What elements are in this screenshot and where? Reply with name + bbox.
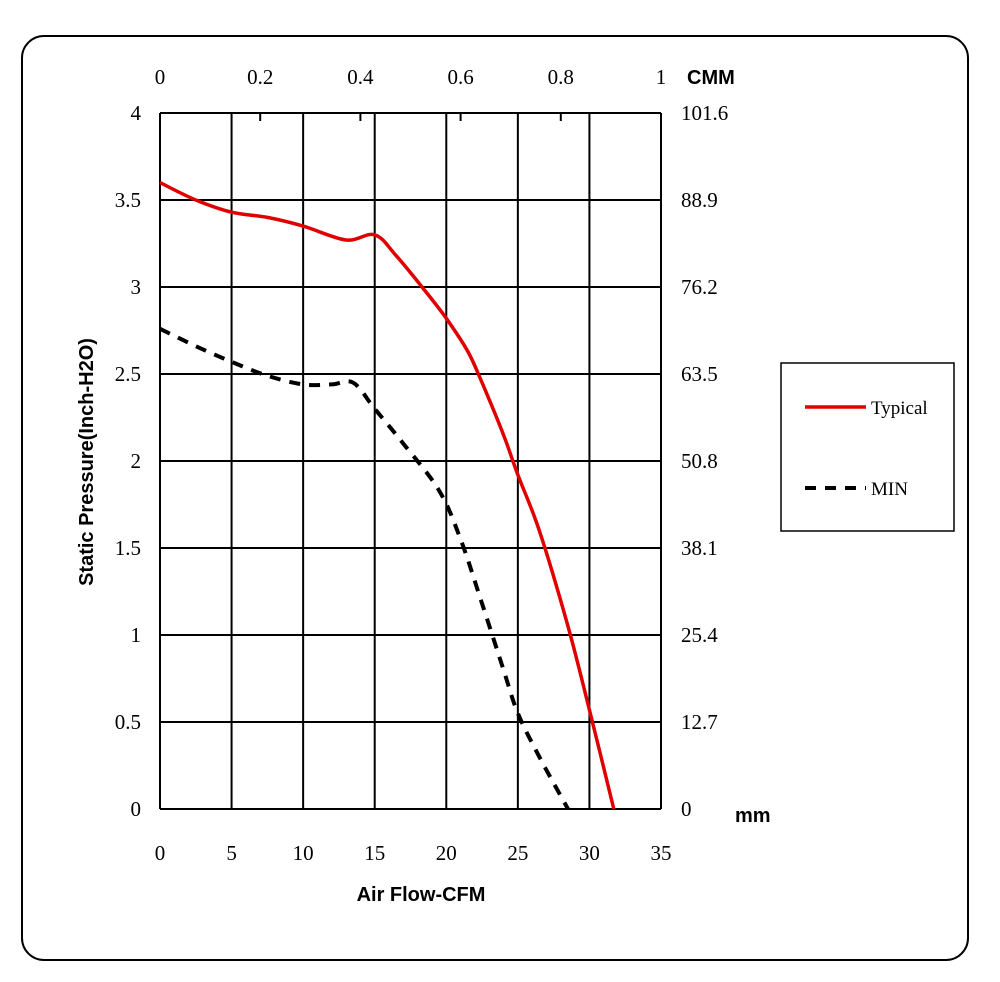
- secondary-y-axis-ticks: 0 12.7 25.4 38.1 50.8 63.5 76.2 88.9 101.6: [681, 101, 728, 821]
- secondary-y-tick-label: 0: [681, 797, 692, 821]
- y-tick-label: 4: [131, 101, 142, 125]
- y-tick-label: 2: [131, 449, 142, 473]
- x-tick-label: 35: [651, 841, 672, 865]
- y-axis-ticks: 0 0.5 1 1.5 2 2.5 3 3.5 4: [115, 101, 142, 821]
- legend-label-min: MIN: [871, 479, 908, 500]
- grid: [159, 112, 662, 810]
- y-tick-label: 1: [131, 623, 142, 647]
- secondary-y-axis-label: mm: [735, 805, 771, 827]
- series-lines: [159, 181, 616, 810]
- y-tick-label: 0: [131, 797, 142, 821]
- x-tick-label: 0: [155, 841, 166, 865]
- secondary-y-tick-label: 38.1: [681, 536, 718, 560]
- x-tick-label: 25: [507, 841, 528, 865]
- secondary-y-tick-label: 101.6: [681, 101, 728, 125]
- x-tick-label: 15: [364, 841, 385, 865]
- secondary-y-tick-label: 63.5: [681, 362, 718, 386]
- series-line-min: [159, 326, 570, 810]
- secondary-x-axis-label: CMM: [687, 67, 735, 89]
- y-tick-label: 1.5: [115, 536, 141, 560]
- legend-box: [780, 362, 955, 532]
- x-axis-label: Air Flow-CFM: [357, 884, 486, 906]
- secondary-x-tick-label: 0.2: [247, 65, 273, 89]
- y-tick-label: 3.5: [115, 188, 141, 212]
- secondary-y-tick-label: 76.2: [681, 275, 718, 299]
- secondary-x-tick-label: 0.6: [447, 65, 473, 89]
- secondary-x-tick-label: 0.8: [548, 65, 574, 89]
- secondary-x-tick-label: 0.4: [347, 65, 374, 89]
- secondary-y-tick-label: 25.4: [681, 623, 718, 647]
- secondary-y-tick-label: 12.7: [681, 710, 718, 734]
- x-tick-label: 5: [226, 841, 237, 865]
- x-tick-label: 30: [579, 841, 600, 865]
- legend-label-typical: Typical: [871, 398, 928, 419]
- y-tick-label: 3: [131, 275, 142, 299]
- y-axis-label: Static Pressure(Inch-H2O): [76, 338, 98, 586]
- y-tick-label: 2.5: [115, 362, 141, 386]
- legend: Typical MIN: [780, 362, 955, 532]
- y-tick-label: 0.5: [115, 710, 141, 734]
- x-tick-label: 10: [293, 841, 314, 865]
- secondary-x-tick-label: 1: [656, 65, 667, 89]
- secondary-x-tick-label: 0: [155, 65, 166, 89]
- secondary-x-axis-ticks: 0 0.2 0.4 0.6 0.8 1: [155, 65, 667, 89]
- x-axis-ticks: 0 5 10 15 20 25 30 35: [155, 841, 672, 865]
- secondary-y-tick-label: 88.9: [681, 188, 718, 212]
- series-line-typical: [159, 181, 616, 810]
- secondary-y-tick-label: 50.8: [681, 449, 718, 473]
- chart-frame: [21, 35, 969, 961]
- x-tick-label: 20: [436, 841, 457, 865]
